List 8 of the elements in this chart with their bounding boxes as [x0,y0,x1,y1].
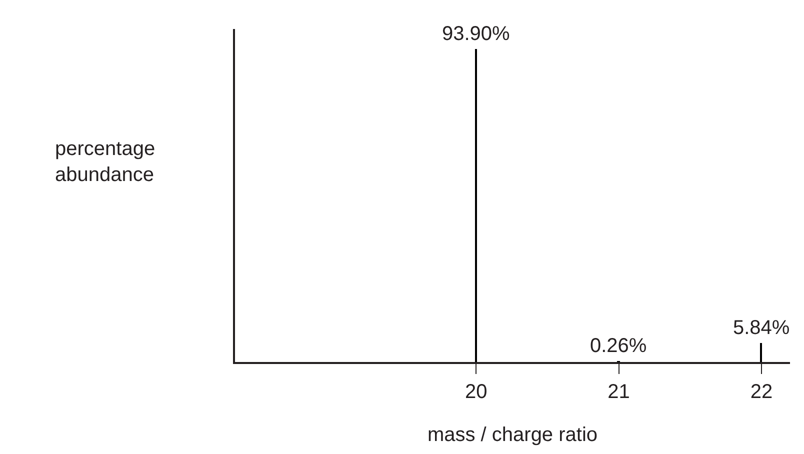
data-label: 93.90% [442,23,510,45]
x-tick-label: 20 [464,380,488,403]
data-label: 5.84% [733,317,790,339]
x-axis-title: mass / charge ratio [427,424,598,446]
x-tick-label: 21 [608,380,630,403]
x-tick-label: 22 [750,380,773,403]
data-label: 0.26% [590,335,647,357]
y-axis-title: percentage abundance [55,138,156,186]
